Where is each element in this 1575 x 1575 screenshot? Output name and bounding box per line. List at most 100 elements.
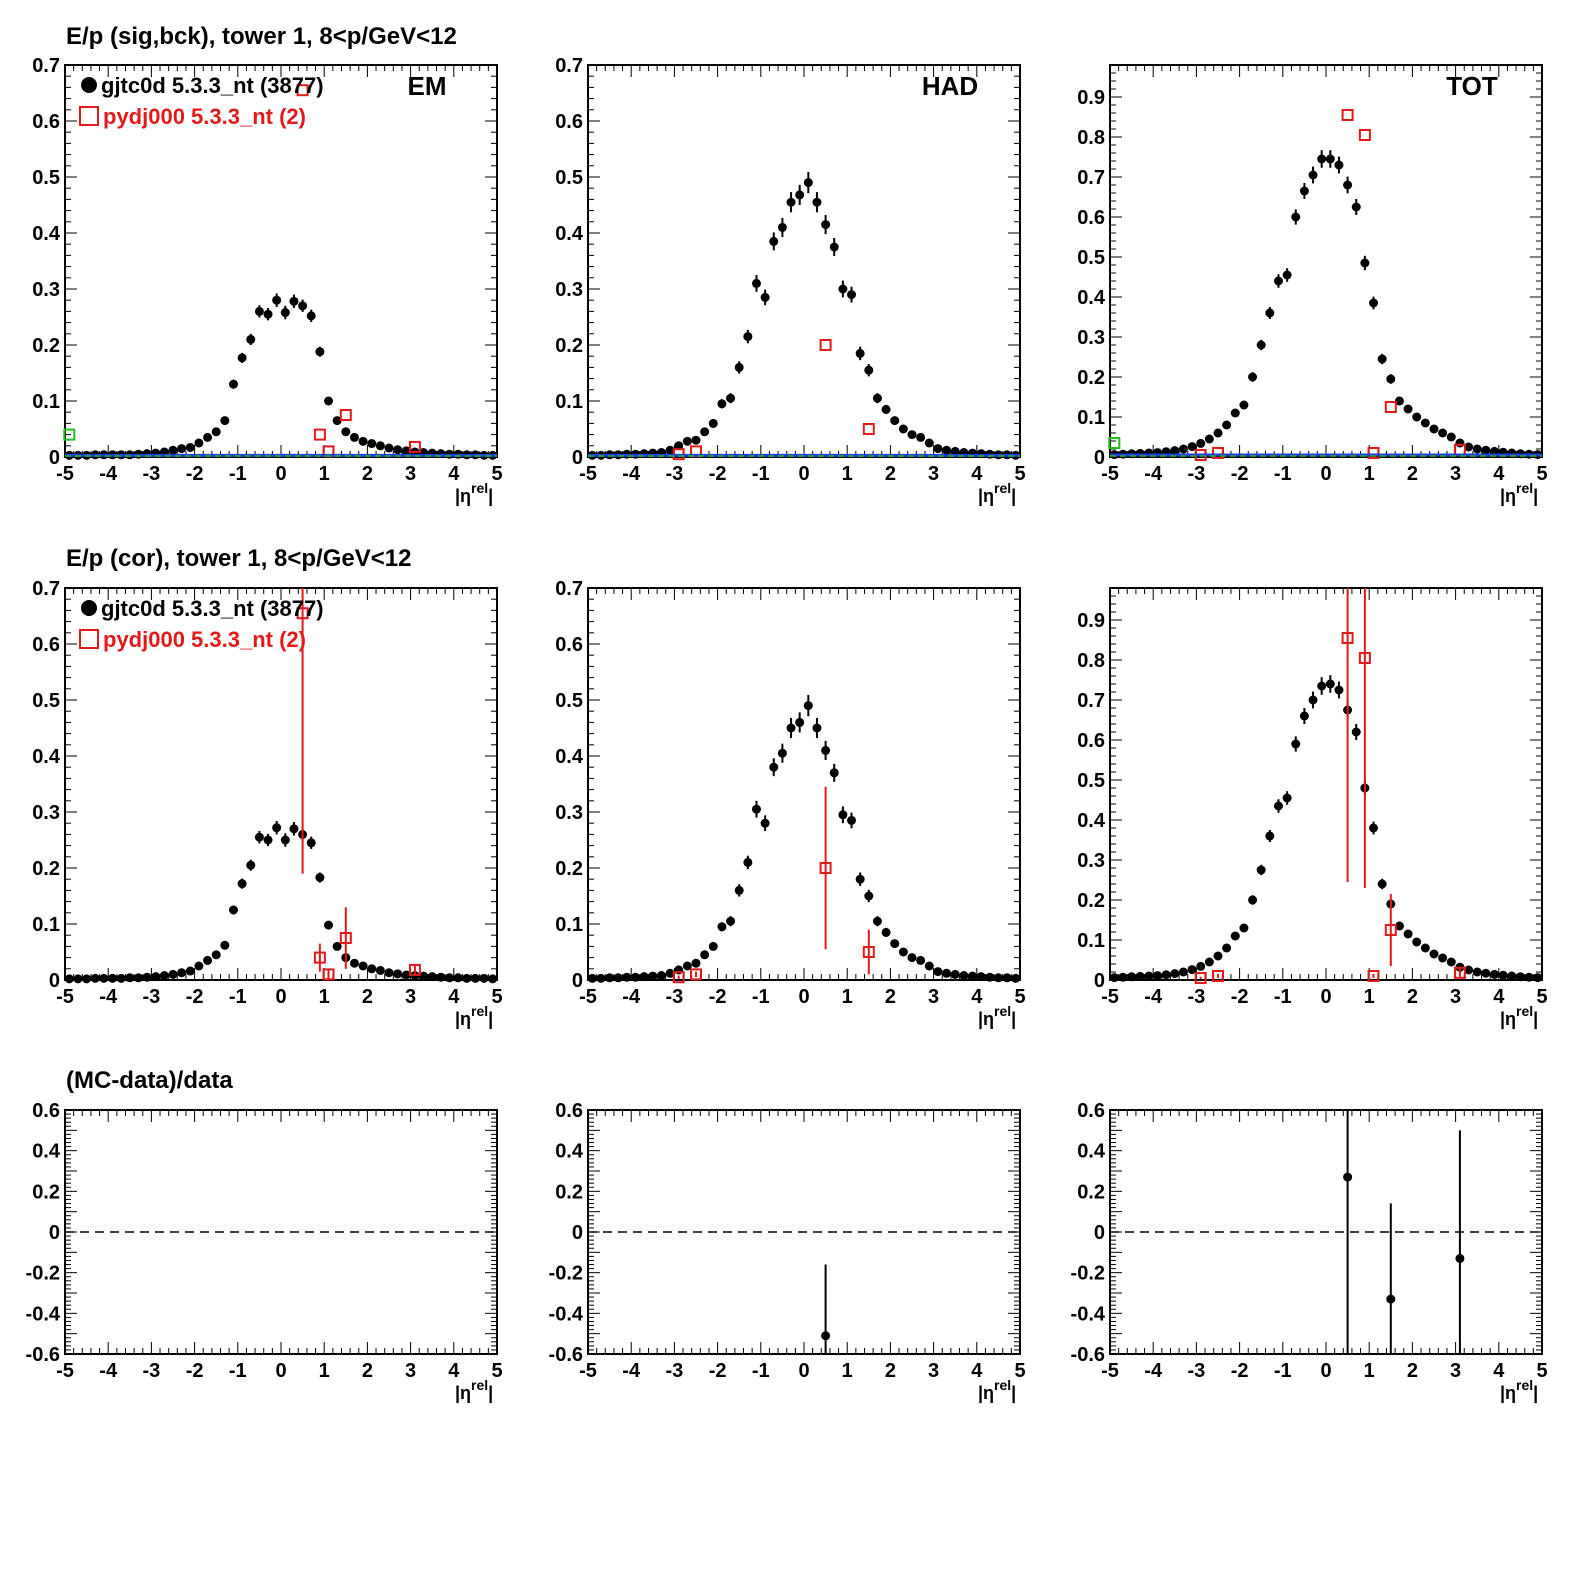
x-tick-label: -1: [1274, 463, 1292, 485]
y-tick-label: 0.1: [32, 914, 60, 936]
x-tick-label: -2: [709, 463, 727, 485]
y-tick-label: 0.6: [32, 111, 60, 133]
y-tick-label: 0.2: [1077, 367, 1105, 389]
data-point: [760, 818, 770, 828]
data-point: [700, 427, 710, 437]
data-point: [393, 445, 403, 455]
data-point: [453, 973, 463, 983]
data-point: [1127, 972, 1137, 982]
x-tick-label: 2: [362, 1360, 373, 1382]
data-point: [1222, 943, 1232, 953]
y-tick-label: -0.4: [1071, 1303, 1106, 1325]
y-tick-label: 0.7: [32, 578, 60, 600]
data-point: [1420, 418, 1430, 428]
y-tick-label: 0.3: [32, 802, 60, 824]
data-point: [1472, 444, 1482, 454]
y-tick-label: 0.6: [555, 634, 583, 656]
x-tick-label: -1: [752, 1360, 770, 1382]
x-tick-label: 2: [885, 986, 896, 1008]
data-point: [272, 823, 282, 833]
y-tick-label: 0: [1094, 970, 1105, 992]
x-tick-label: 1: [1364, 463, 1375, 485]
data-point: [1369, 298, 1379, 308]
data-point: [1438, 953, 1448, 963]
x-tick-label: 4: [448, 986, 460, 1008]
panel-em-ratio: -5 -4 -3 -2 -1 0 1 2 3 4 5 -0.6 -0.4 -0.2 0 0.2 0.4 0.6 |η…: [26, 1100, 503, 1403]
panel-tot-sig: -5 -4 -3 -2 -1 0 1 2 3 4 5 0 0.1 0.2 0.3 0.4 0.5 0.6 0.7 0.…: [1077, 64, 1548, 506]
data-point: [1239, 923, 1249, 933]
data-point: [1291, 212, 1301, 222]
x-tick-label: -4: [99, 463, 118, 485]
y-tick-label: 0.4: [32, 1141, 61, 1163]
data-point: [384, 968, 394, 978]
data-point: [803, 701, 813, 711]
plot-frame: [587, 64, 1021, 458]
data-point: [220, 416, 230, 426]
data-point: [838, 810, 848, 820]
data-point: [743, 857, 753, 867]
x-tick-label: -3: [143, 463, 161, 485]
data-point: [1420, 943, 1430, 953]
data-point: [1481, 445, 1491, 455]
x-tick-label: 0: [798, 1360, 809, 1382]
data-point: [976, 972, 986, 982]
y-tick-label: 0: [1094, 1222, 1105, 1244]
x-tick-label: 0: [1320, 1360, 1331, 1382]
data-point: [726, 916, 736, 926]
x-tick-label: -3: [1188, 986, 1206, 1008]
x-tick-label: -3: [143, 1360, 161, 1382]
x-tick-label: -3: [666, 463, 684, 485]
data-point: [367, 964, 377, 974]
data-point: [82, 974, 92, 984]
data-point: [90, 973, 100, 983]
data-point: [133, 973, 143, 983]
x-tick-label: 1: [319, 463, 330, 485]
data-point: [700, 950, 710, 960]
data-point: [1360, 258, 1370, 268]
y-tick-label: 0.3: [1077, 327, 1105, 349]
legend-mc-marker: [79, 629, 99, 649]
data-point: [1248, 372, 1258, 382]
data-point: [73, 974, 83, 984]
x-tick-label: 3: [1450, 1360, 1461, 1382]
data-point: [220, 940, 230, 950]
data-point: [194, 961, 204, 971]
data-point: [1403, 404, 1413, 414]
y-tick-label: 0.9: [1077, 87, 1105, 109]
data-point: [1256, 340, 1266, 350]
data-point: [1377, 879, 1387, 889]
data-point: [203, 432, 213, 442]
mc-point: [819, 862, 832, 874]
x-tick-label: 5: [1536, 1360, 1547, 1382]
x-tick-label: 3: [405, 463, 416, 485]
x-tick-label: 5: [1536, 463, 1547, 485]
mc-point: [408, 440, 421, 453]
y-tick-label: 0.2: [1077, 890, 1105, 912]
y-tick-label: 0: [49, 447, 60, 469]
data-point: [298, 301, 308, 311]
data-point: [1187, 442, 1197, 452]
panel-label: EM: [408, 71, 447, 101]
x-axis-label: |ηrel|: [1500, 480, 1538, 506]
data-point: [315, 873, 325, 883]
data-point: [228, 379, 238, 389]
x-tick-label: 0: [275, 1360, 286, 1382]
data-point: [1429, 424, 1439, 434]
y-tick-label: 0.3: [555, 279, 583, 301]
data-point: [194, 438, 204, 448]
legend: gjtc0d 5.3.3_nt (3877) pydj000 5.3.3_nt (…: [79, 73, 324, 129]
x-tick-label: 5: [491, 463, 502, 485]
data-point: [419, 971, 429, 981]
data-point: [125, 973, 135, 983]
y-tick-label: -0.4: [549, 1303, 584, 1325]
x-tick-label: 4: [1493, 463, 1505, 485]
mc-point: [1384, 924, 1397, 936]
data-point: [263, 835, 273, 845]
data-point: [786, 723, 796, 733]
row-title-cor: E/p (cor), tower 1, 8<p/GeV<12: [66, 545, 411, 572]
x-tick-label: 3: [928, 1360, 939, 1382]
x-tick-label: -3: [143, 986, 161, 1008]
x-tick-label: 4: [971, 986, 983, 1008]
mc-point: [1212, 447, 1224, 459]
x-axis-label: |ηrel|: [1500, 1377, 1538, 1403]
